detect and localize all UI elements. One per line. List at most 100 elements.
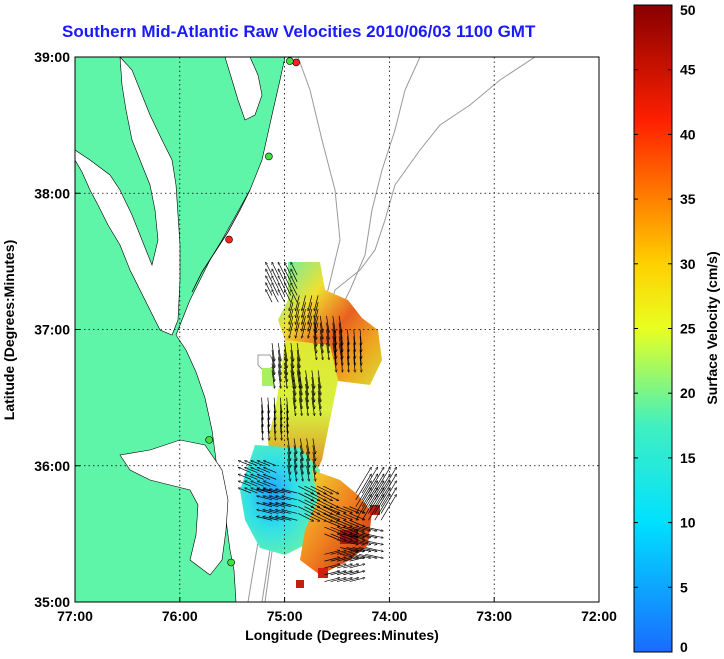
velocity-arrow: [316, 513, 333, 522]
velocity-arrow: [330, 526, 347, 534]
velocity-arrow: [361, 467, 379, 494]
velocity-arrow: [368, 474, 385, 500]
velocity-arrow: [296, 343, 300, 361]
colorbar-tick-label: 25: [680, 321, 696, 337]
velocity-arrow: [238, 481, 252, 487]
velocity-arrow: [314, 295, 319, 311]
velocity-arrow: [271, 276, 279, 289]
velocity-arrow: [271, 282, 279, 296]
velocity-arrow: [349, 550, 366, 555]
velocity-arrow: [336, 519, 353, 527]
velocity-arrow: [293, 438, 297, 455]
velocity-arrow: [238, 461, 252, 467]
y-tick-label: 35:00: [34, 594, 70, 610]
velocity-arrow: [244, 488, 258, 494]
x-tick-label: 76:00: [162, 608, 198, 624]
velocity-arrow: [336, 513, 353, 520]
x-tick-label: 72:00: [581, 608, 617, 624]
velocity-arrow: [267, 397, 269, 414]
velocity-arrow: [302, 295, 306, 311]
velocity-arrow: [287, 438, 291, 455]
velocity-arrow: [290, 289, 298, 303]
velocity-arrow: [284, 343, 288, 361]
velocity-arrow: [265, 262, 273, 276]
velocity-arrow: [343, 564, 359, 569]
velocity-arrow: [244, 461, 258, 467]
colorbar-tick-label: 10: [680, 515, 696, 531]
velocity-arrow: [330, 557, 347, 562]
velocity-arrow: [346, 553, 364, 558]
velocity-arrow: [312, 438, 316, 455]
velocity-arrow: [346, 533, 364, 538]
velocity-arrow: [336, 578, 353, 582]
velocity-arrow: [298, 485, 314, 495]
velocity-arrow: [257, 461, 271, 467]
x-axis-label: Longitude (Degrees:Minutes): [245, 627, 439, 643]
velocity-arrow: [271, 262, 279, 276]
velocity-arrow: [340, 553, 358, 558]
velocity-arrow: [282, 503, 298, 507]
velocity-arrow: [290, 262, 298, 276]
station-marker: [286, 57, 294, 65]
velocity-arrow: [324, 564, 340, 569]
velocity-arrow: [271, 269, 279, 282]
velocity-arrow: [349, 519, 366, 527]
velocity-arrow: [299, 438, 303, 455]
velocity-arrow: [286, 397, 288, 414]
velocity-arrow: [304, 499, 321, 508]
barrier-islands: [191, 189, 251, 293]
velocity-arrow: [295, 295, 300, 311]
velocity-arrow: [273, 397, 275, 414]
velocity-arrow: [298, 513, 314, 522]
velocity-arrow: [238, 467, 252, 473]
velocity-arrow: [282, 496, 298, 501]
velocity-arrow: [358, 533, 377, 538]
velocity-arrow: [343, 506, 359, 514]
velocity-arrow: [330, 571, 347, 576]
velocity-arrow: [324, 519, 340, 527]
velocity-arrow: [349, 571, 366, 576]
velocity-arrow: [353, 329, 355, 346]
velocity-arrow: [352, 540, 371, 545]
velocity-arrow: [336, 550, 353, 555]
velocity-arrow: [284, 262, 292, 276]
velocity-arrow: [334, 329, 336, 346]
colorbar-tick-label: 0: [680, 639, 688, 655]
velocity-arrow: [330, 506, 347, 514]
velocity-arrow: [361, 474, 379, 500]
velocity-arrow: [244, 467, 258, 473]
y-tick-label: 39:00: [34, 49, 70, 65]
station-marker: [292, 58, 300, 67]
velocity-arrow: [257, 467, 271, 473]
velocity-arrow: [346, 540, 364, 545]
velocity-arrow: [358, 526, 377, 531]
velocity-arrow: [343, 513, 359, 520]
velocity-arrow: [311, 370, 315, 388]
velocity-arrow: [336, 533, 353, 541]
velocity-arrow: [326, 315, 330, 333]
velocity-arrow: [298, 492, 314, 502]
velocity-arrow: [355, 474, 372, 500]
station-marker: [225, 235, 233, 244]
velocity-arrow: [277, 343, 281, 361]
velocity-arrow: [324, 526, 340, 534]
velocity-vectors: [238, 262, 397, 582]
velocity-arrow: [323, 485, 339, 495]
velocity-arrow: [310, 492, 327, 502]
velocity-arrow: [244, 481, 258, 487]
y-tick-label: 37:00: [34, 322, 70, 338]
velocity-arrow: [298, 506, 314, 515]
velocity-arrow: [316, 485, 333, 495]
velocity-arrow: [349, 564, 366, 569]
velocity-arrow: [374, 494, 391, 521]
velocity-arrow: [257, 481, 271, 487]
velocity-arrow: [319, 315, 323, 333]
velocity-arrow: [374, 467, 391, 494]
colorbar-tick-label: 20: [680, 385, 696, 401]
pamlico-sound: [119, 439, 229, 576]
velocity-arrow: [238, 488, 252, 494]
station-marker: [205, 436, 213, 444]
velocity-arrow: [304, 506, 321, 515]
velocity-arrow: [298, 499, 314, 508]
velocity-arrow: [251, 474, 264, 480]
